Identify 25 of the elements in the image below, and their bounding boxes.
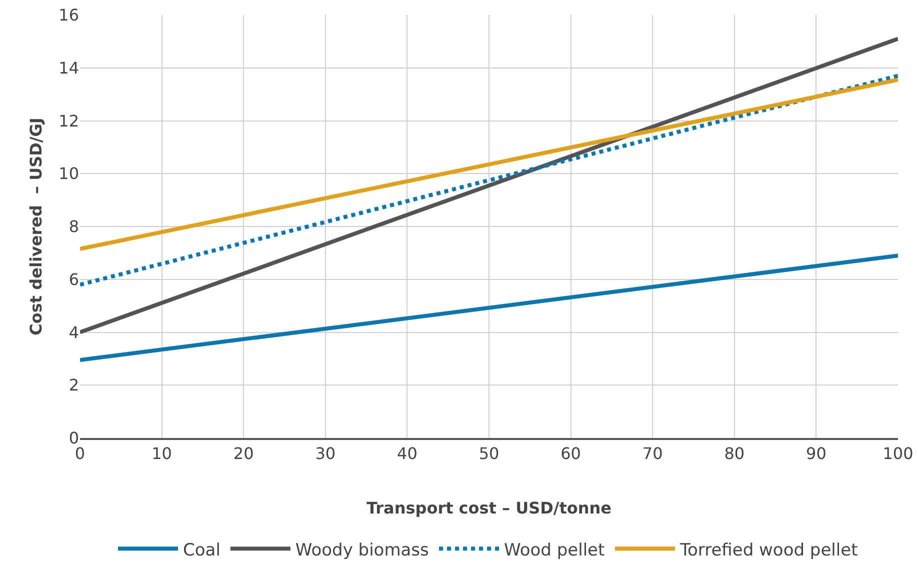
x-tick-label: 80 xyxy=(724,444,745,464)
x-tick-label: 60 xyxy=(560,444,581,464)
y-tick-label: 2 xyxy=(68,376,79,395)
x-axis-title: Transport cost – USD/tonne xyxy=(366,498,612,518)
x-tick-label: 90 xyxy=(806,444,826,464)
y-tick-label: 16 xyxy=(58,6,79,25)
x-tick-label: 30 xyxy=(315,444,336,464)
y-tick-label: 0 xyxy=(68,428,79,448)
legend-label: Coal xyxy=(183,540,220,560)
x-tick-label: 100 xyxy=(882,444,914,464)
legend-label: Torrefied wood pellet xyxy=(679,540,858,560)
y-axis-title: Cost delivered – USD/GJ xyxy=(26,118,46,336)
y-tick-label: 12 xyxy=(58,111,79,130)
x-tick-label: 10 xyxy=(152,444,172,464)
y-tick-label: 4 xyxy=(68,322,79,342)
x-tick-label: 70 xyxy=(642,444,663,464)
legend-label: Wood pellet xyxy=(504,540,606,560)
y-tick-label: 8 xyxy=(68,217,79,236)
x-tick-label: 40 xyxy=(397,444,418,464)
x-tick-label: 20 xyxy=(233,444,254,464)
legend-label: Woody biomass xyxy=(295,540,430,560)
y-tick-label: 6 xyxy=(68,270,79,289)
y-tick-label: 14 xyxy=(58,58,79,78)
y-tick-label: 10 xyxy=(58,164,79,184)
x-tick-label: 50 xyxy=(478,444,500,464)
